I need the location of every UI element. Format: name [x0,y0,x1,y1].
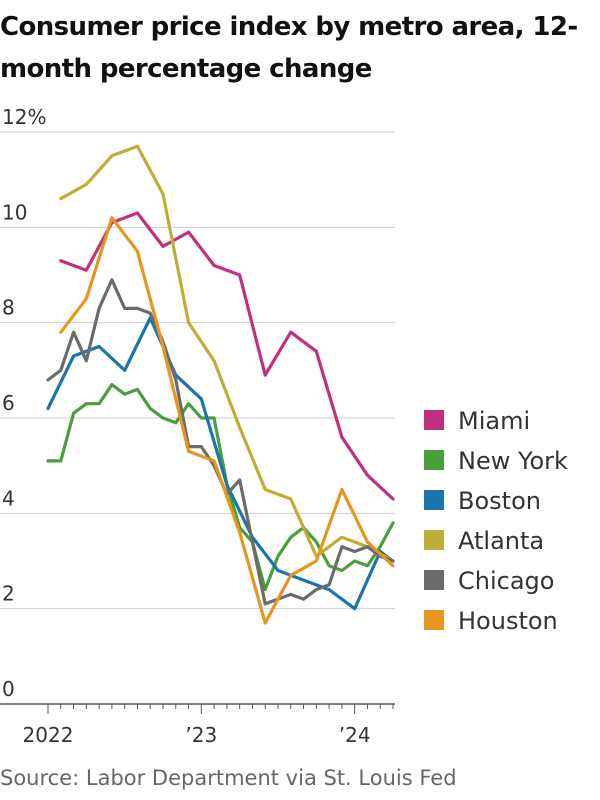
y-tick-label: 4 [2,486,15,510]
legend: Miami New York Boston Atlanta Chicago Houston [424,407,568,635]
chart-title: Consumer price index by metro area, 12-m… [0,12,578,84]
legend-label-miami: Miami [458,407,530,435]
x-tick-label: 2022 [23,723,74,747]
x-axis: 2022 ’23 ’24 [0,703,395,747]
legend-swatch-chicago [424,570,444,590]
legend-label-boston: Boston [458,487,541,515]
series-lines [46,144,395,625]
y-tick-label: 10 [2,200,27,224]
legend-swatch-atlanta [424,530,444,550]
source-note: Source: Labor Department via St. Louis F… [0,766,457,790]
y-axis-tick-labels: 0 2 4 6 8 10 12% [2,105,46,701]
y-tick-label: 0 [2,677,15,701]
series-line-chicago [46,278,395,606]
legend-label-atlanta: Atlanta [458,527,544,555]
series-line-new-york [46,383,395,592]
y-tick-label: 2 [2,582,15,606]
legend-label-chicago: Chicago [458,567,554,595]
series-line-atlanta [59,144,395,563]
x-tick-label: ’24 [339,723,371,747]
y-tick-label: 12% [2,105,46,129]
x-tick-label: ’23 [185,723,217,747]
legend-swatch-boston [424,490,444,510]
legend-label-new-york: New York [458,447,568,475]
gridlines [0,131,395,610]
series-line-boston [46,316,395,611]
legend-swatch-new-york [424,450,444,470]
y-tick-label: 6 [2,391,15,415]
legend-label-houston: Houston [458,607,558,635]
y-tick-label: 8 [2,296,15,320]
series-line-houston [59,216,395,625]
legend-swatch-miami [424,410,444,430]
legend-swatch-houston [424,610,444,630]
